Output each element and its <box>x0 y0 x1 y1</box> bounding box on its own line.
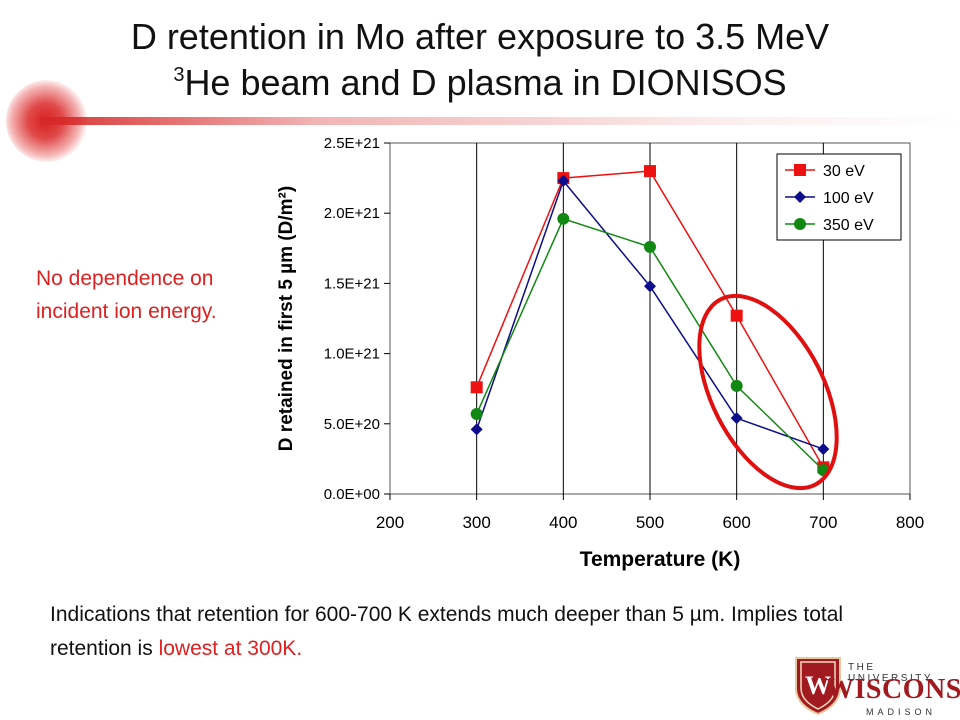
caption-highlight: lowest at 300K. <box>158 637 303 660</box>
series-2 <box>470 174 830 456</box>
y-tick-label: 2.0E+21 <box>324 205 380 222</box>
data-point <box>730 309 743 322</box>
x-tick-label: 800 <box>896 513 924 532</box>
x-tick-label: 300 <box>462 513 490 532</box>
y-tick-label: 2.5E+21 <box>324 135 380 152</box>
slide-title: D retention in Mo after exposure to 3.5 … <box>0 14 960 112</box>
x-tick-label: 700 <box>809 513 837 532</box>
caption: Indications that retention for 600-700 K… <box>50 598 910 666</box>
x-tick-label: 600 <box>722 513 750 532</box>
x-axis-label: Temperature (K) <box>580 548 741 571</box>
data-point <box>644 280 656 293</box>
series-3 <box>470 212 830 477</box>
decorative-title-underline <box>40 117 960 125</box>
data-point <box>557 174 570 187</box>
highlight-ellipse <box>697 293 839 491</box>
data-point <box>470 407 483 420</box>
retention-chart: 200 300 400 500 600 700 800 0.0E+00 5.0E+20 1.0E+… <box>276 135 924 571</box>
x-tick-label: 200 <box>376 513 404 532</box>
logo-university-text: THE UNIVERSITY <box>848 662 934 684</box>
y-tick-label: 1.5E+21 <box>324 275 380 292</box>
data-point <box>730 412 743 425</box>
data-point <box>557 212 570 225</box>
caption-text: Indications that retention for 600-700 K… <box>50 603 844 660</box>
title-superscript: 3 <box>173 64 185 86</box>
data-point <box>794 191 806 203</box>
title-line-2-text: He beam and D plasma in DIONISOS <box>184 62 787 103</box>
y-tick-label: 0.0E+00 <box>324 486 380 503</box>
title-line-2: 3He beam and D plasma in DIONISOS <box>0 60 960 112</box>
legend: 30 eV 100 eV 350 eV <box>776 153 902 241</box>
data-point <box>470 423 483 436</box>
x-tick-label: 400 <box>549 513 577 532</box>
data-point <box>794 164 806 176</box>
y-axis-label: D retained in first 5 µm (D/m²) <box>276 186 297 451</box>
legend-label: 350 eV <box>823 217 874 234</box>
y-tick-label: 5.0E+20 <box>324 416 380 433</box>
data-point <box>644 240 656 253</box>
legend-label: 100 eV <box>823 190 874 207</box>
data-point <box>817 443 830 456</box>
side-note: No dependence on incident ion energy. <box>36 267 217 323</box>
data-point <box>794 218 806 230</box>
uw-crest-logo: W <box>795 657 841 716</box>
logo-madison-text: MADISON <box>866 707 937 717</box>
data-point <box>644 165 656 178</box>
crest-letter: W <box>805 671 831 700</box>
data-point <box>730 379 743 392</box>
logo-wisconsin-text: WISCONSIN <box>826 674 960 705</box>
y-tick-label: 1.0E+21 <box>324 346 380 363</box>
data-point <box>470 381 483 394</box>
x-tick-label: 500 <box>636 513 664 532</box>
legend-label: 30 eV <box>823 163 865 180</box>
title-line-1: D retention in Mo after exposure to 3.5 … <box>130 16 830 57</box>
